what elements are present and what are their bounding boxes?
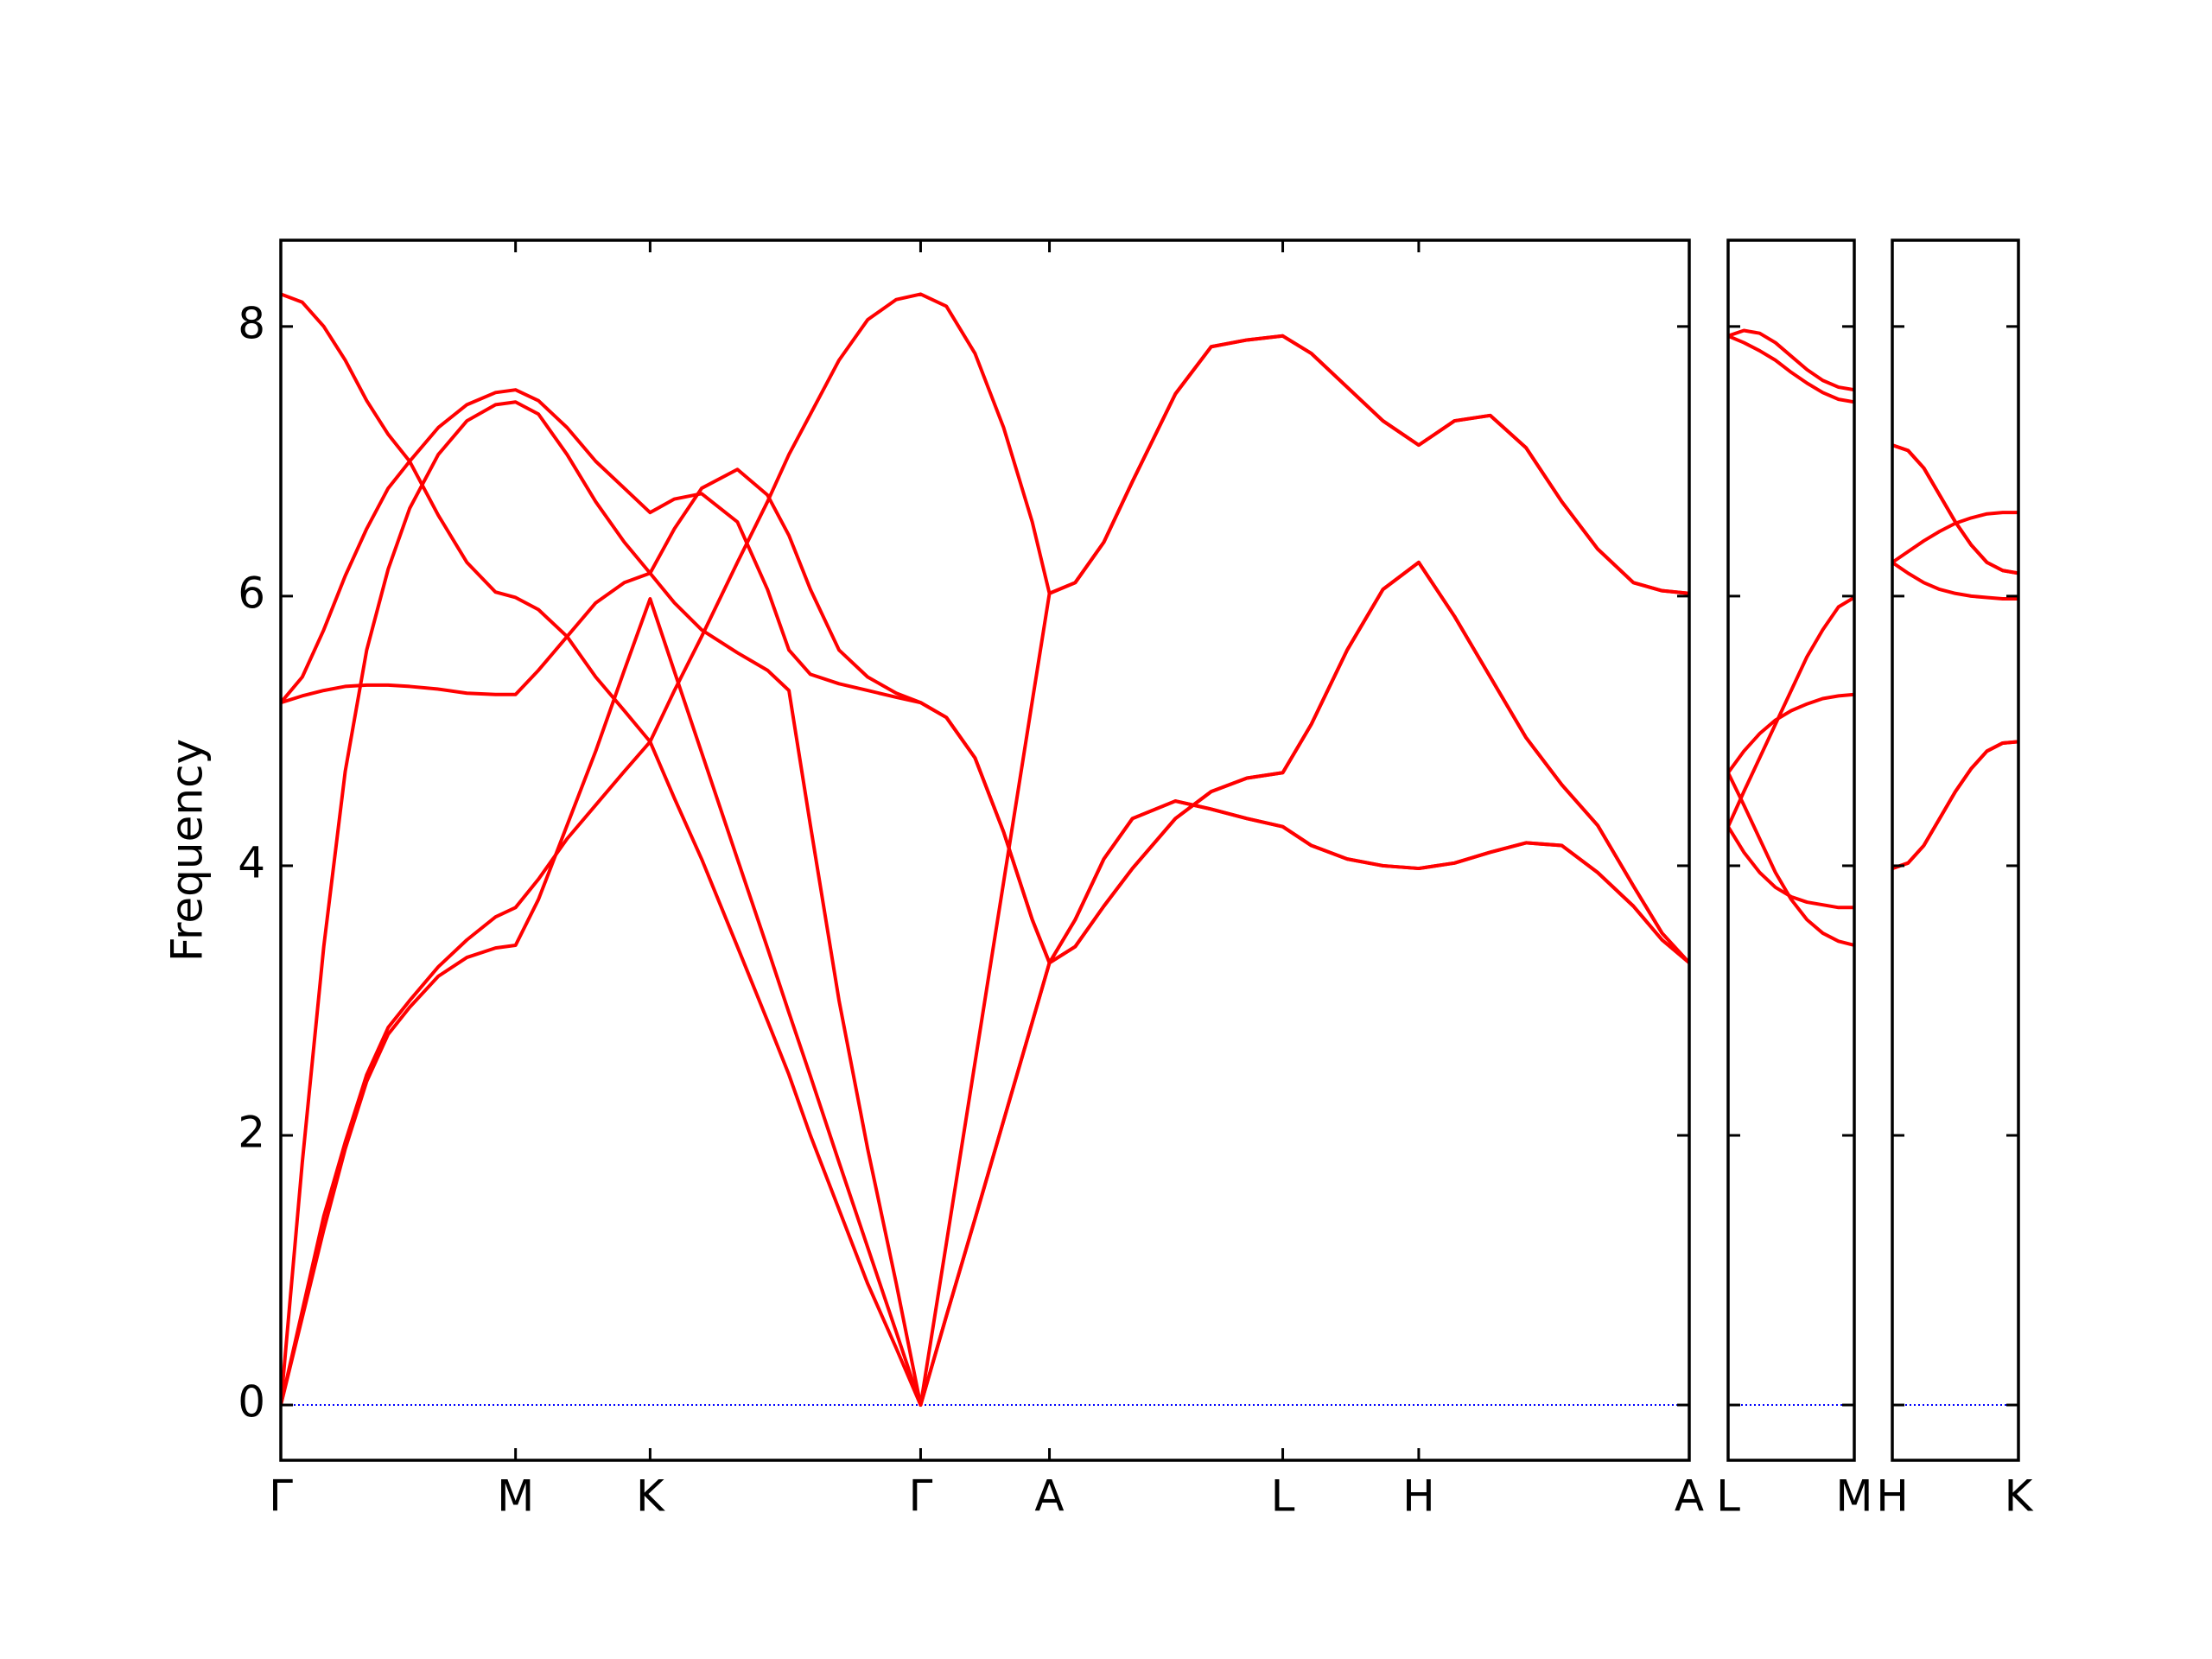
y-tick-label: 6 [238, 568, 265, 618]
y-tick-label: 2 [238, 1107, 265, 1157]
y-tick-label: 8 [238, 298, 265, 348]
band-line [281, 292, 1689, 1406]
x-tick-label: K [636, 1471, 665, 1522]
band-line [1728, 328, 1854, 392]
band-line [1728, 595, 1854, 828]
x-tick-label: L [1716, 1471, 1740, 1522]
x-tick-label: Γ [909, 1471, 933, 1522]
band-line [1892, 561, 2018, 601]
plot-frame [1726, 238, 1856, 1462]
band-line [281, 467, 1689, 965]
x-tick-label: M [497, 1471, 534, 1522]
y-tick-label: 0 [238, 1377, 265, 1427]
x-tick-label: Γ [269, 1471, 293, 1522]
band-line [1728, 825, 1854, 910]
plot-frame [1891, 238, 2020, 1462]
band-line [1728, 334, 1854, 404]
x-tick-label: L [1271, 1471, 1295, 1522]
x-tick-label: H [1876, 1471, 1909, 1522]
y-tick-label: 4 [238, 837, 265, 887]
band-line [1892, 511, 2018, 564]
x-tick-label: K [2005, 1471, 2034, 1522]
y-axis-label: Frequency [162, 739, 213, 962]
x-tick-label: M [1835, 1471, 1872, 1522]
band-line [1728, 692, 1854, 774]
plot-frame [279, 238, 1691, 1462]
x-tick-label: H [1402, 1471, 1435, 1522]
x-tick-label: A [1034, 1471, 1064, 1522]
band-line [1892, 740, 2018, 870]
band-line [281, 560, 1689, 1408]
x-tick-label: A [1675, 1471, 1704, 1522]
band-line [1728, 772, 1854, 947]
